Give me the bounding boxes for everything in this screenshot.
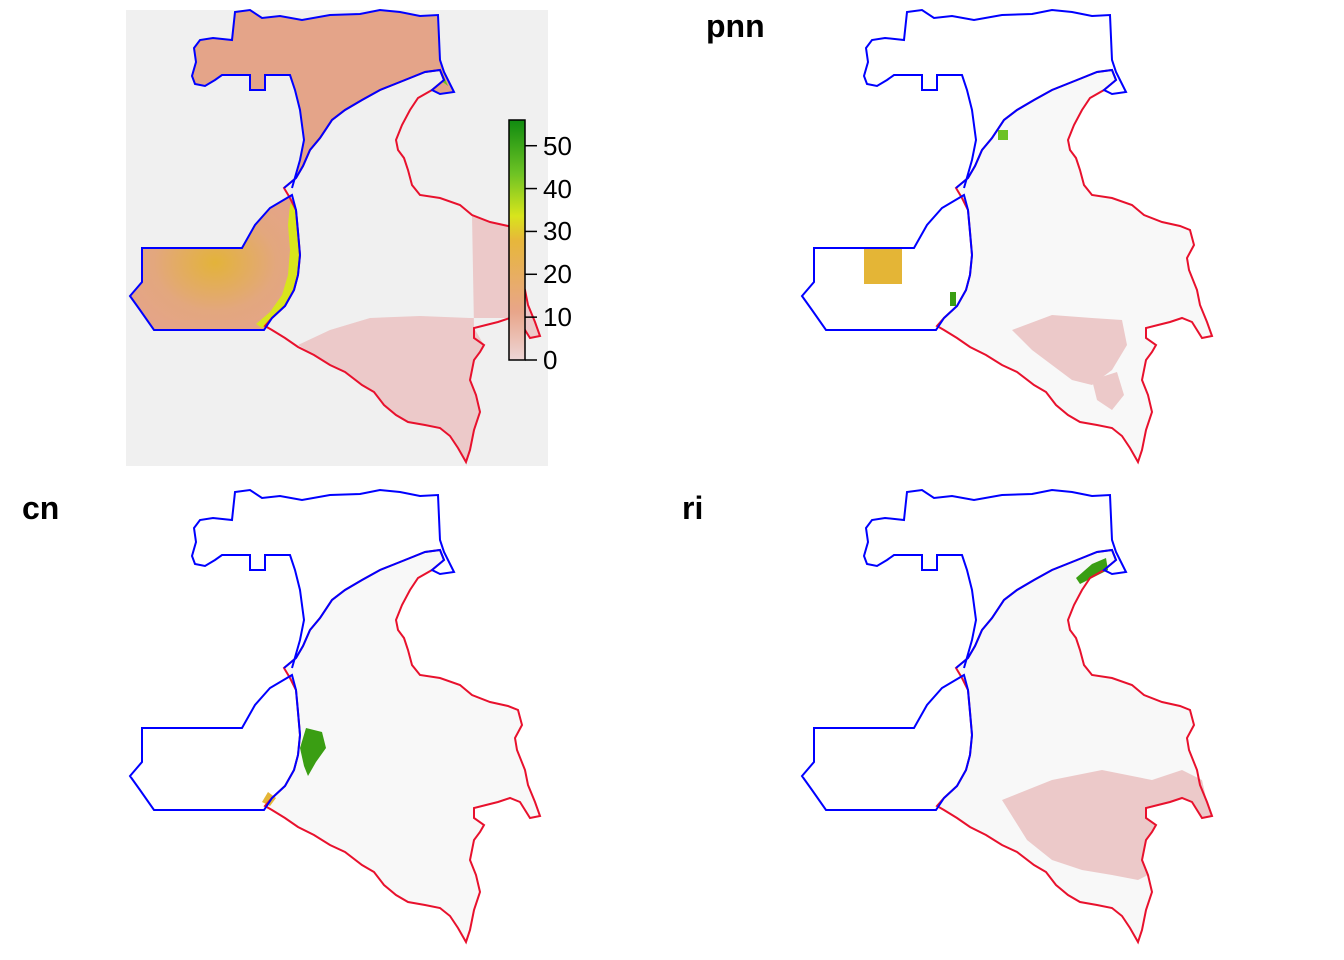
panel-title-cn: cn bbox=[22, 490, 60, 526]
pacific-raster bbox=[130, 195, 300, 330]
pnn-amazon-protected bbox=[1012, 315, 1127, 385]
legend-colorbar bbox=[508, 119, 526, 361]
panel-cn bbox=[129, 489, 541, 943]
legend-tick-label: 0 bbox=[543, 345, 558, 375]
pnn-malpelo-area bbox=[864, 248, 902, 284]
legend-tick-label: 30 bbox=[543, 216, 572, 247]
pnn-south-protected bbox=[1092, 372, 1124, 410]
panel-pnn bbox=[801, 9, 1213, 463]
pnn-pacific-spot bbox=[950, 292, 956, 306]
legend-ticks bbox=[525, 144, 537, 361]
cn-yellow-spot bbox=[262, 792, 276, 806]
legend-tick-label: 20 bbox=[543, 259, 572, 290]
panel-title-pnn: pnn bbox=[706, 8, 765, 44]
legend-tick-label: 50 bbox=[543, 130, 572, 161]
panel-chondrichthyes bbox=[126, 9, 548, 466]
pnn-caribbean-spot bbox=[998, 130, 1008, 140]
cn-green-cluster bbox=[300, 728, 326, 776]
ri-indigenous-areas bbox=[1002, 770, 1212, 880]
legend-tick-label: 10 bbox=[543, 302, 572, 333]
coastal-band-pacific bbox=[256, 200, 300, 328]
caribbean-raster bbox=[192, 10, 454, 188]
amazon-low-values bbox=[298, 215, 540, 462]
legend-tick-label: 40 bbox=[543, 173, 572, 204]
panel-title-ri: ri bbox=[682, 490, 704, 526]
panel-ri bbox=[801, 489, 1213, 943]
ri-guajira-cluster bbox=[1076, 558, 1108, 584]
